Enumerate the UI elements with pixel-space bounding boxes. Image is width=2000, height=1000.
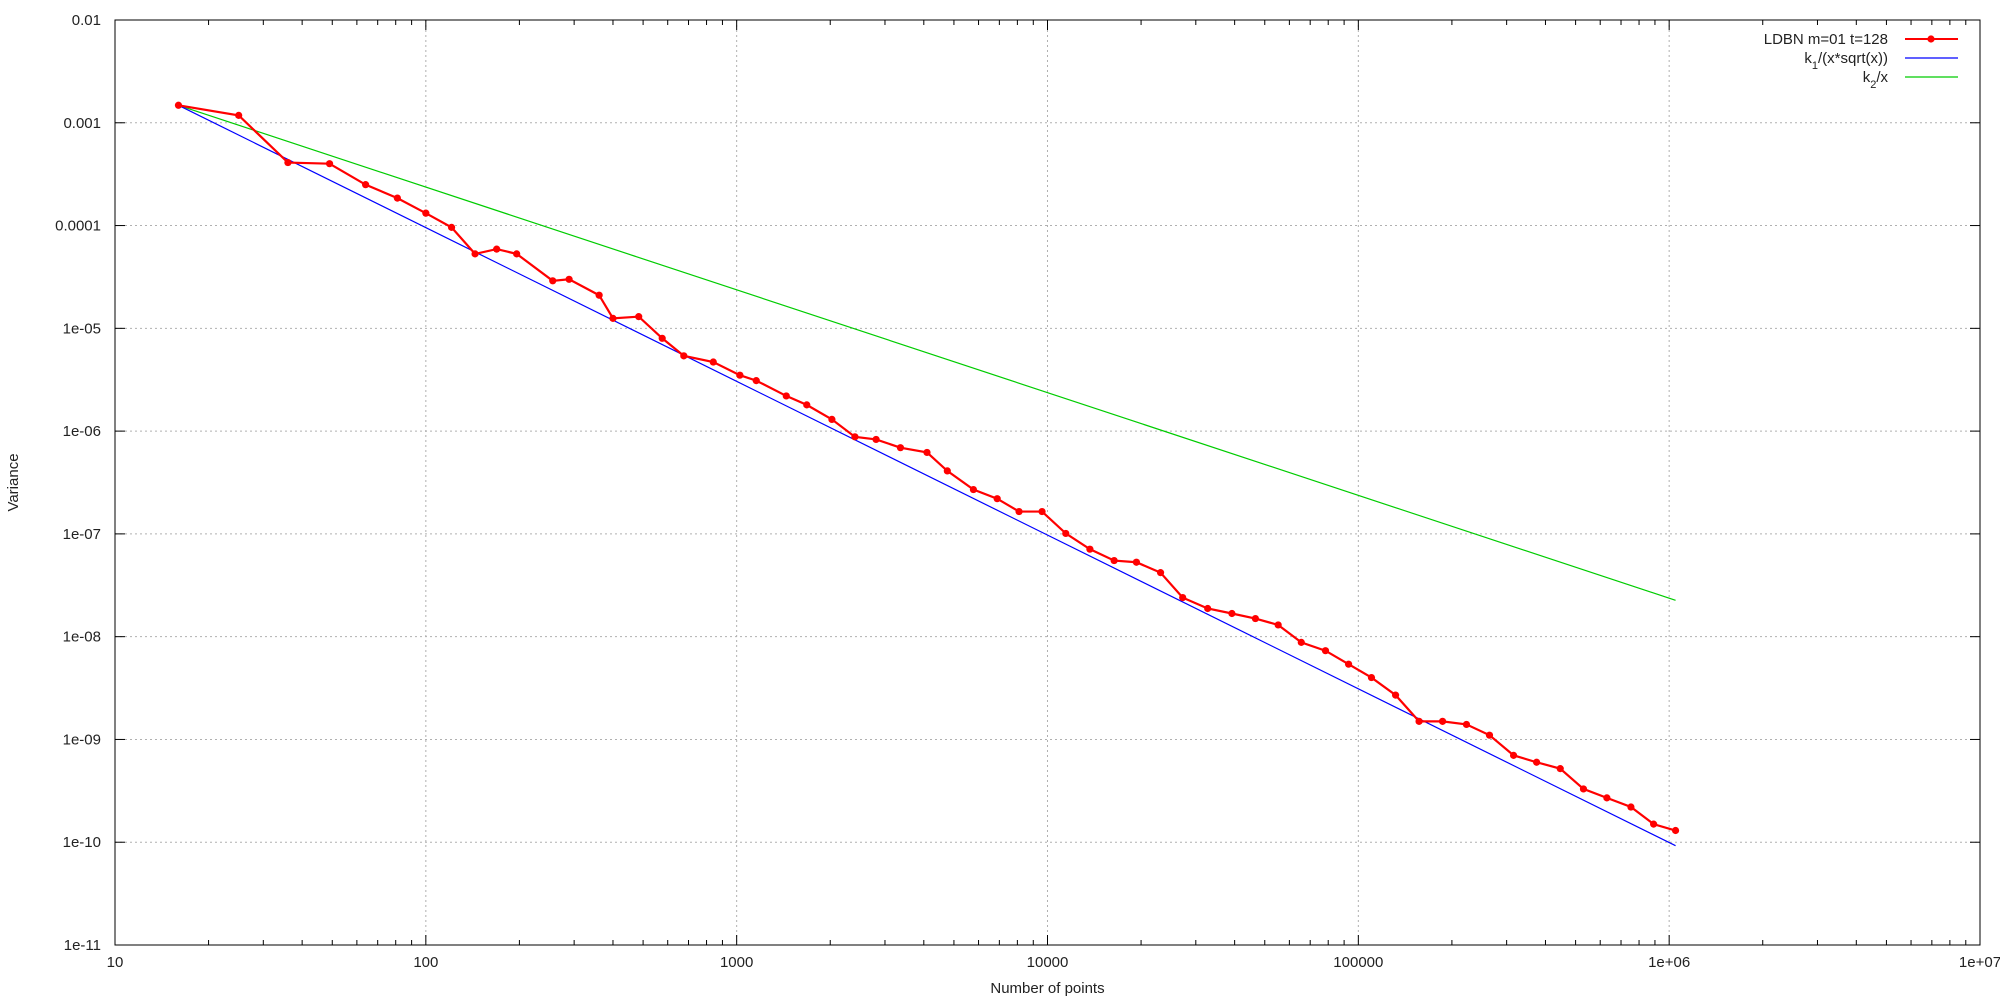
data-point	[422, 209, 430, 217]
data-point	[1603, 794, 1611, 802]
data-point	[896, 444, 905, 452]
series-line-0	[178, 104, 1676, 832]
data-point	[1156, 569, 1165, 577]
data-point	[828, 415, 836, 423]
data-point	[851, 433, 859, 441]
data-point	[1579, 785, 1588, 793]
data-point	[872, 435, 880, 444]
y-tick-label: 1e-10	[63, 834, 101, 851]
data-point	[493, 245, 501, 253]
data-point	[709, 358, 717, 366]
data-point	[969, 485, 978, 494]
y-tick-label: 1e-07	[63, 526, 101, 543]
data-point	[565, 275, 573, 283]
data-point	[1367, 673, 1376, 682]
data-point	[943, 467, 951, 475]
data-point	[1344, 660, 1353, 668]
series-layer	[174, 101, 1680, 847]
y-tick-label: 1e-08	[63, 629, 101, 646]
data-point	[513, 250, 521, 258]
y-tick-label: 0.01	[72, 12, 101, 29]
data-point	[447, 223, 456, 231]
data-point	[1391, 691, 1400, 699]
plot-frame	[114, 19, 1981, 946]
legend-label-k1: k1/(x*sqrt(x))	[1804, 50, 1888, 72]
data-point	[1671, 826, 1680, 835]
data-point	[993, 495, 1001, 503]
data-point	[1132, 558, 1141, 566]
series-line-2	[178, 104, 1676, 601]
data-point	[471, 250, 479, 258]
series-line-1	[178, 104, 1676, 847]
legend: LDBN m=01 t=128 k1/(x*sqrt(x)) k2/x	[1764, 31, 1958, 91]
data-point	[680, 352, 688, 360]
data-point	[1321, 647, 1330, 655]
data-point	[782, 392, 790, 400]
x-tick-label: 10000	[1027, 954, 1069, 971]
data-point	[658, 334, 666, 342]
x-tick-label: 100000	[1333, 954, 1383, 971]
data-point	[803, 401, 811, 409]
legend-samples	[1905, 35, 1958, 78]
data-point	[1086, 545, 1094, 553]
x-tick-label: 1000	[720, 954, 753, 971]
y-tick-label: 1e-09	[63, 731, 101, 748]
data-point	[284, 158, 292, 167]
x-tick-label: 10	[107, 954, 124, 971]
y-tick-label: 1e-11	[64, 937, 101, 954]
data-point	[595, 291, 603, 299]
data-point	[235, 111, 243, 119]
data-point	[1110, 556, 1118, 565]
data-point	[1015, 507, 1023, 516]
data-point	[752, 377, 760, 385]
tick-labels: 10 100 1000 10000 100000 1e+06 1e+07 0.01 0.001 0…	[55, 12, 2000, 971]
x-tick-label: 1e+07	[1959, 954, 2000, 971]
data-point	[325, 160, 334, 168]
data-point	[1415, 717, 1423, 725]
data-point	[1485, 731, 1494, 739]
data-point	[1062, 529, 1070, 538]
x-tick-label: 100	[413, 954, 438, 971]
data-point	[393, 194, 401, 202]
data-point	[1650, 820, 1658, 828]
data-point	[635, 313, 643, 321]
data-point	[1438, 717, 1447, 725]
y-tick-label: 0.001	[63, 115, 101, 132]
data-point	[1179, 593, 1187, 602]
data-point	[1627, 803, 1635, 811]
data-point	[1274, 621, 1282, 629]
x-axis-title: Number of points	[990, 980, 1104, 997]
data-point	[174, 101, 183, 109]
data-point	[549, 277, 557, 285]
data-point	[923, 448, 931, 457]
data-point	[1251, 614, 1260, 623]
x-tick-label: 1e+06	[1648, 954, 1690, 971]
data-point	[361, 181, 370, 189]
data-point	[1509, 751, 1518, 759]
data-point	[1462, 720, 1471, 729]
data-point	[1038, 507, 1046, 516]
y-axis-title: Variance	[5, 453, 22, 511]
grid	[115, 20, 1980, 945]
y-tick-label: 1e-05	[63, 320, 101, 337]
legend-label-ldbn: LDBN m=01 t=128	[1764, 31, 1888, 48]
data-point	[1204, 604, 1212, 613]
data-point	[1228, 609, 1236, 618]
legend-label-k2: k2/x	[1863, 69, 1889, 91]
y-tick-label: 0.0001	[55, 218, 101, 235]
data-point	[1556, 765, 1564, 773]
data-point	[609, 314, 617, 322]
data-point	[736, 371, 744, 379]
legend-sample-marker	[1927, 35, 1935, 43]
data-point	[1533, 758, 1541, 766]
y-tick-label: 1e-06	[63, 423, 101, 440]
data-point	[1297, 638, 1305, 646]
